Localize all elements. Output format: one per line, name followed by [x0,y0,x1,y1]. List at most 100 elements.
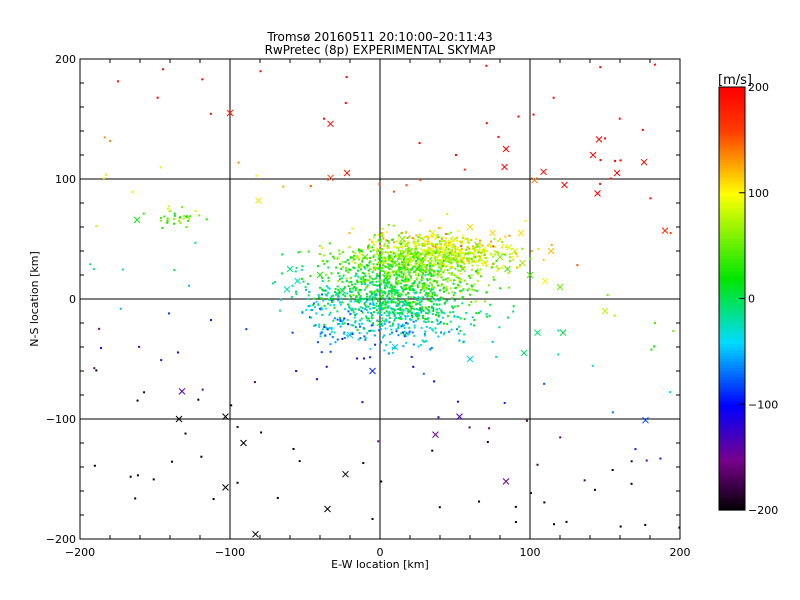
echo-dot [408,305,411,308]
echo-dot [378,238,381,241]
echo-cross-stroke [640,158,648,166]
echo-dot [452,246,455,249]
colorbar-segment [719,343,745,348]
colorbar-segment [719,416,745,420]
echo-dot [409,275,412,278]
echo-cross-stroke [339,287,346,294]
colorbar-segment [719,192,745,197]
echo-dot [136,399,139,402]
echo-dot [437,259,440,262]
echo-dot [348,232,351,235]
echo-cross-stroke [519,259,526,267]
colorbar-segment [719,213,745,218]
echo-dot [417,296,420,299]
colorbar-segment [719,328,745,333]
echo-dot [425,266,428,269]
colorbar-segment [719,105,745,109]
echo-dot [393,313,396,316]
echo-dot [341,260,344,263]
echo-dot [408,330,411,333]
echo-dot [370,312,373,315]
colorbar-segment [719,310,745,315]
echo-dot [456,229,459,232]
echo-dot [428,267,431,270]
echo-dot [401,255,404,258]
echo-dot [348,298,351,301]
colorbar-segment [719,259,745,263]
echo-dot [415,253,418,256]
colorbar-segment [719,174,745,179]
echo-dot [391,322,394,325]
echo-dot [384,277,387,280]
echo-dot [405,284,408,287]
echo-dot [471,288,474,291]
echo-dot [388,277,391,280]
echo-dot [468,274,471,277]
echo-dot [317,303,320,306]
echo-dot [434,263,437,266]
echo-dot [391,346,394,349]
echo-dot [452,258,455,261]
echo-dot [385,231,388,234]
echo-dot [176,351,179,354]
echo-dot [430,288,433,291]
echo-dot [354,321,357,324]
echo-dot [403,266,406,269]
echo-dot [180,205,183,208]
echo-dot [363,266,366,269]
echo-dot [458,249,461,252]
echo-cross-stroke [559,329,567,336]
echo-dot [389,263,392,266]
echo-dot [357,275,360,278]
echo-cross [283,286,291,293]
echo-cross-stroke [595,136,603,143]
echo-dot [388,321,391,324]
echo-dot [375,294,378,297]
echo-dot [388,281,391,284]
echo-dot [443,264,446,267]
echo-dot [550,243,553,246]
echo-dot [384,291,387,294]
echo-dot [317,296,320,299]
echo-dot [320,306,323,309]
echo-cross [601,307,609,315]
echo-dot [421,339,424,342]
echo-dot [337,279,340,282]
echo-dot [333,304,336,307]
echo-dot [340,297,343,300]
echo-cross [547,247,555,255]
echo-dot [429,327,432,330]
echo-dot [357,265,360,268]
echo-dot [435,311,438,314]
echo-dot [470,284,473,287]
echo-dot [672,330,675,333]
echo-dot [428,269,431,272]
echo-dot [236,481,239,484]
echo-dot [405,275,408,278]
echo-dot [330,327,333,330]
echo-dot [405,287,408,290]
echo-dot [389,289,392,292]
echo-dot [260,431,263,434]
echo-dot [463,168,466,171]
echo-dot [413,291,416,294]
echo-dot [408,331,411,334]
echo-dot [459,272,462,275]
echo-dot [372,296,375,299]
echo-dot [383,284,386,287]
echo-dot [134,497,137,500]
echo-dot [401,323,404,326]
colorbar-tick-label: 0 [748,293,755,306]
echo-dot [295,290,298,293]
echo-dot [576,264,579,267]
echo-dot [413,308,416,311]
echo-cross-stroke [384,271,391,279]
echo-dot [390,301,393,304]
echo-dot [462,288,465,291]
echo-dot [543,382,546,385]
colorbar-segment [719,398,745,402]
echo-dot [320,351,323,354]
echo-dot [441,258,444,261]
echo-dot [173,222,176,225]
echo-dot [431,313,434,316]
